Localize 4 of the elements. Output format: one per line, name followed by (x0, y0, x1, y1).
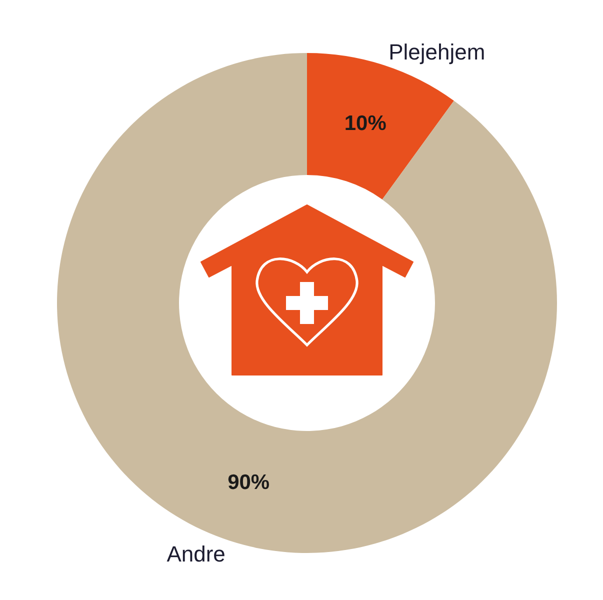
slice-label: Andre (166, 542, 226, 567)
slice-label: Plejehjem (388, 39, 486, 64)
data-label: 90% (228, 471, 270, 494)
data-label: 10% (344, 112, 387, 135)
